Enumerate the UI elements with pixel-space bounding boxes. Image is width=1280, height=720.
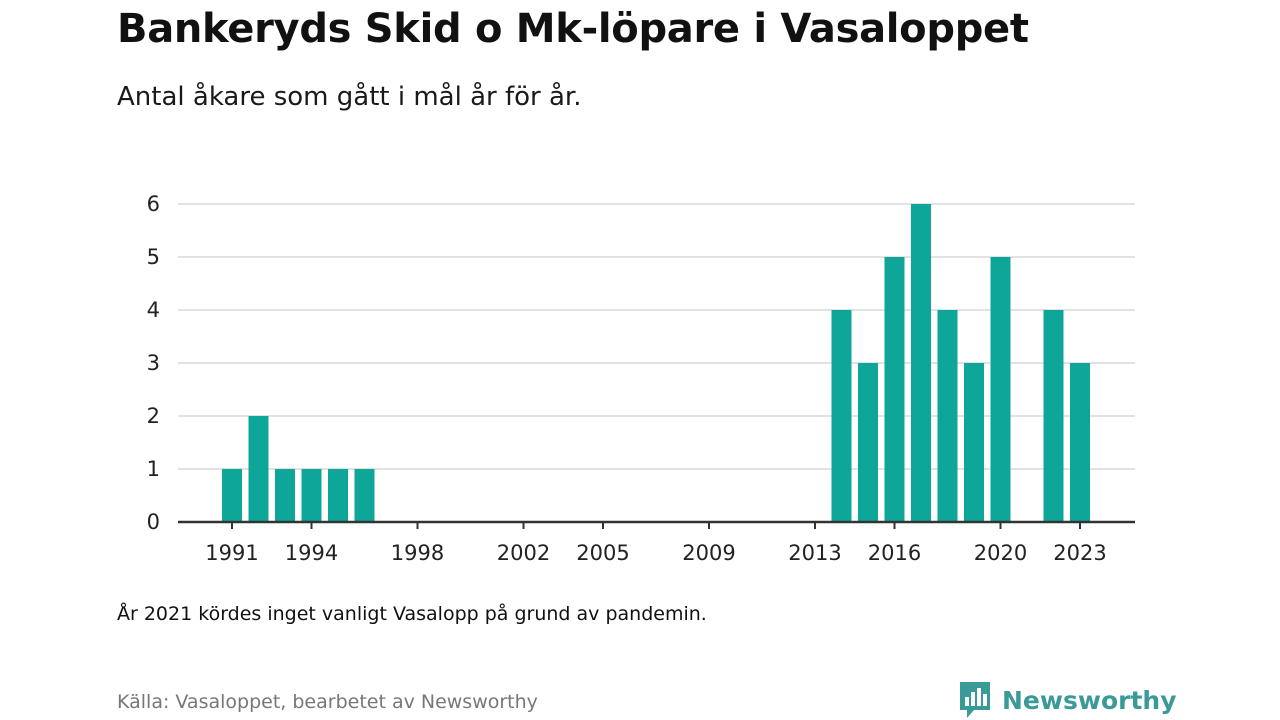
y-tick-label: 6 <box>147 192 160 216</box>
bar-2017[interactable] <box>911 204 931 522</box>
chart-title: Bankeryds Skid o Mk-löpare i Vasaloppet <box>117 6 1029 52</box>
bar-2020[interactable] <box>990 257 1011 522</box>
source-text: Källa: Vasaloppet, bearbetet av Newswort… <box>117 691 538 713</box>
bar-2018[interactable] <box>937 310 958 522</box>
bar-1993[interactable] <box>275 469 295 522</box>
bar-1996[interactable] <box>354 469 375 522</box>
x-tick-label: 1991 <box>205 541 258 565</box>
x-tick-label: 1998 <box>391 541 444 565</box>
newsworthy-logo-icon <box>960 682 990 718</box>
bar-2014[interactable] <box>831 310 852 522</box>
x-tick-label: 1994 <box>285 541 338 565</box>
bar-1994[interactable] <box>301 469 322 522</box>
y-tick-label: 0 <box>147 510 160 534</box>
y-tick-label: 1 <box>147 457 160 481</box>
y-tick-label: 4 <box>147 298 160 322</box>
newsworthy-logo-text: Newsworthy <box>1002 685 1177 715</box>
bar-2015[interactable] <box>858 363 878 522</box>
y-tick-label: 2 <box>147 404 160 428</box>
chart-subtitle: Antal åkare som gått i mål år för år. <box>117 82 582 112</box>
axes: 0 1 2 3 4 5 6 1991 1994 1998 2002 2005 2009 2013 2016 2… <box>147 192 1135 565</box>
x-tick-label: 2013 <box>788 541 841 565</box>
newsworthy-logo[interactable]: Newsworthy <box>958 680 1177 720</box>
bar-2022[interactable] <box>1043 310 1064 522</box>
bar-2023[interactable] <box>1070 363 1090 522</box>
y-tick-label: 3 <box>147 351 160 375</box>
bar-2019[interactable] <box>964 363 984 522</box>
x-tick-label: 2023 <box>1053 541 1106 565</box>
x-tick-label: 2009 <box>682 541 735 565</box>
chart-note: År 2021 kördes inget vanligt Vasalopp på… <box>117 603 707 625</box>
bars <box>222 204 1090 522</box>
bar-1992[interactable] <box>248 416 269 522</box>
x-tick-label: 2005 <box>576 541 629 565</box>
y-tick-label: 5 <box>147 245 160 269</box>
bar-2016[interactable] <box>884 257 905 522</box>
x-tick-label: 2020 <box>974 541 1027 565</box>
bar-chart: 0 1 2 3 4 5 6 1991 1994 1998 2002 2005 2009 2013 2016 2… <box>147 192 1135 565</box>
bar-1991[interactable] <box>222 469 242 522</box>
x-tick-label: 2016 <box>868 541 921 565</box>
x-tick-label: 2002 <box>497 541 550 565</box>
bar-1995[interactable] <box>328 469 348 522</box>
